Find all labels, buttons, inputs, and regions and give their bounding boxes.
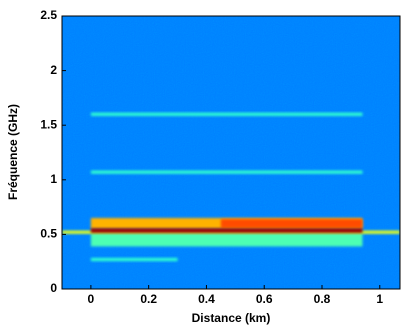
plot-frame <box>61 15 401 290</box>
band <box>220 219 363 228</box>
x-tick-label: 0.6 <box>256 292 273 306</box>
band <box>90 170 363 174</box>
y-tick-label: 2.5 <box>40 8 57 22</box>
x-axis-label: Distance (km) <box>192 311 271 325</box>
x-tick-label: 0 <box>88 292 95 306</box>
x-tick-label: 0.2 <box>140 292 157 306</box>
band <box>90 112 363 116</box>
band <box>90 233 363 247</box>
x-tick-label: 1 <box>376 292 383 306</box>
y-axis-label: Fréquence (GHz) <box>6 104 20 200</box>
y-tick-label: 1.5 <box>40 117 57 131</box>
x-tick-label: 0.4 <box>198 292 215 306</box>
y-tick-label: 2 <box>50 63 57 77</box>
y-tick-label: 1 <box>50 172 57 186</box>
y-tick-label: 0 <box>50 281 57 295</box>
y-tick-label: 0.5 <box>40 227 57 241</box>
band <box>90 257 178 262</box>
x-tick-label: 0.8 <box>314 292 331 306</box>
band <box>90 228 363 233</box>
noise-texture <box>62 16 400 289</box>
